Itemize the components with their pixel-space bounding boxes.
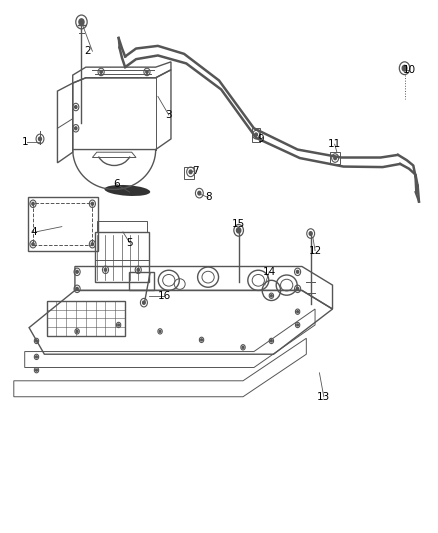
Circle shape xyxy=(35,369,37,371)
Text: 8: 8 xyxy=(205,192,212,203)
Bar xyxy=(97,221,147,232)
Circle shape xyxy=(297,324,298,326)
Text: 10: 10 xyxy=(403,65,416,75)
Circle shape xyxy=(309,232,312,236)
Circle shape xyxy=(32,203,34,205)
Circle shape xyxy=(297,287,299,290)
Ellipse shape xyxy=(104,185,150,196)
Text: 14: 14 xyxy=(263,267,276,277)
Circle shape xyxy=(118,324,120,326)
Circle shape xyxy=(39,137,42,141)
Bar xyxy=(252,128,261,142)
Circle shape xyxy=(79,19,84,25)
Text: 13: 13 xyxy=(317,392,330,402)
Circle shape xyxy=(237,228,241,233)
Bar xyxy=(33,203,92,245)
Bar xyxy=(330,152,340,164)
Text: 15: 15 xyxy=(232,219,245,229)
Circle shape xyxy=(334,156,336,160)
Circle shape xyxy=(271,340,272,342)
Text: 12: 12 xyxy=(308,246,321,255)
Bar xyxy=(184,167,194,179)
Text: 1: 1 xyxy=(21,136,28,147)
Circle shape xyxy=(76,270,78,273)
Text: 11: 11 xyxy=(328,139,341,149)
Circle shape xyxy=(242,346,244,348)
Circle shape xyxy=(35,340,37,342)
Bar xyxy=(28,197,98,251)
Circle shape xyxy=(159,330,161,333)
Text: 3: 3 xyxy=(166,110,172,120)
Text: 5: 5 xyxy=(126,238,133,247)
Circle shape xyxy=(76,330,78,333)
Circle shape xyxy=(91,243,94,246)
Circle shape xyxy=(74,106,77,108)
Bar xyxy=(95,232,149,282)
Text: 9: 9 xyxy=(257,134,264,144)
Circle shape xyxy=(146,70,148,74)
Circle shape xyxy=(35,356,37,358)
Text: 6: 6 xyxy=(113,179,120,189)
Circle shape xyxy=(402,66,407,71)
Circle shape xyxy=(198,191,201,195)
Circle shape xyxy=(255,133,258,136)
Circle shape xyxy=(297,311,298,313)
Circle shape xyxy=(74,127,77,130)
Text: 16: 16 xyxy=(158,290,171,301)
Text: 4: 4 xyxy=(30,227,37,237)
Circle shape xyxy=(189,170,192,174)
Circle shape xyxy=(100,70,102,74)
Circle shape xyxy=(271,295,272,297)
Bar xyxy=(130,272,153,290)
Circle shape xyxy=(32,243,34,246)
Bar xyxy=(46,301,125,336)
Circle shape xyxy=(201,339,202,341)
Circle shape xyxy=(137,269,139,271)
Circle shape xyxy=(143,301,145,304)
Circle shape xyxy=(104,269,106,271)
Text: 2: 2 xyxy=(85,46,92,56)
Circle shape xyxy=(76,287,78,290)
Text: 7: 7 xyxy=(192,166,198,176)
Circle shape xyxy=(297,270,299,273)
Circle shape xyxy=(91,203,94,205)
